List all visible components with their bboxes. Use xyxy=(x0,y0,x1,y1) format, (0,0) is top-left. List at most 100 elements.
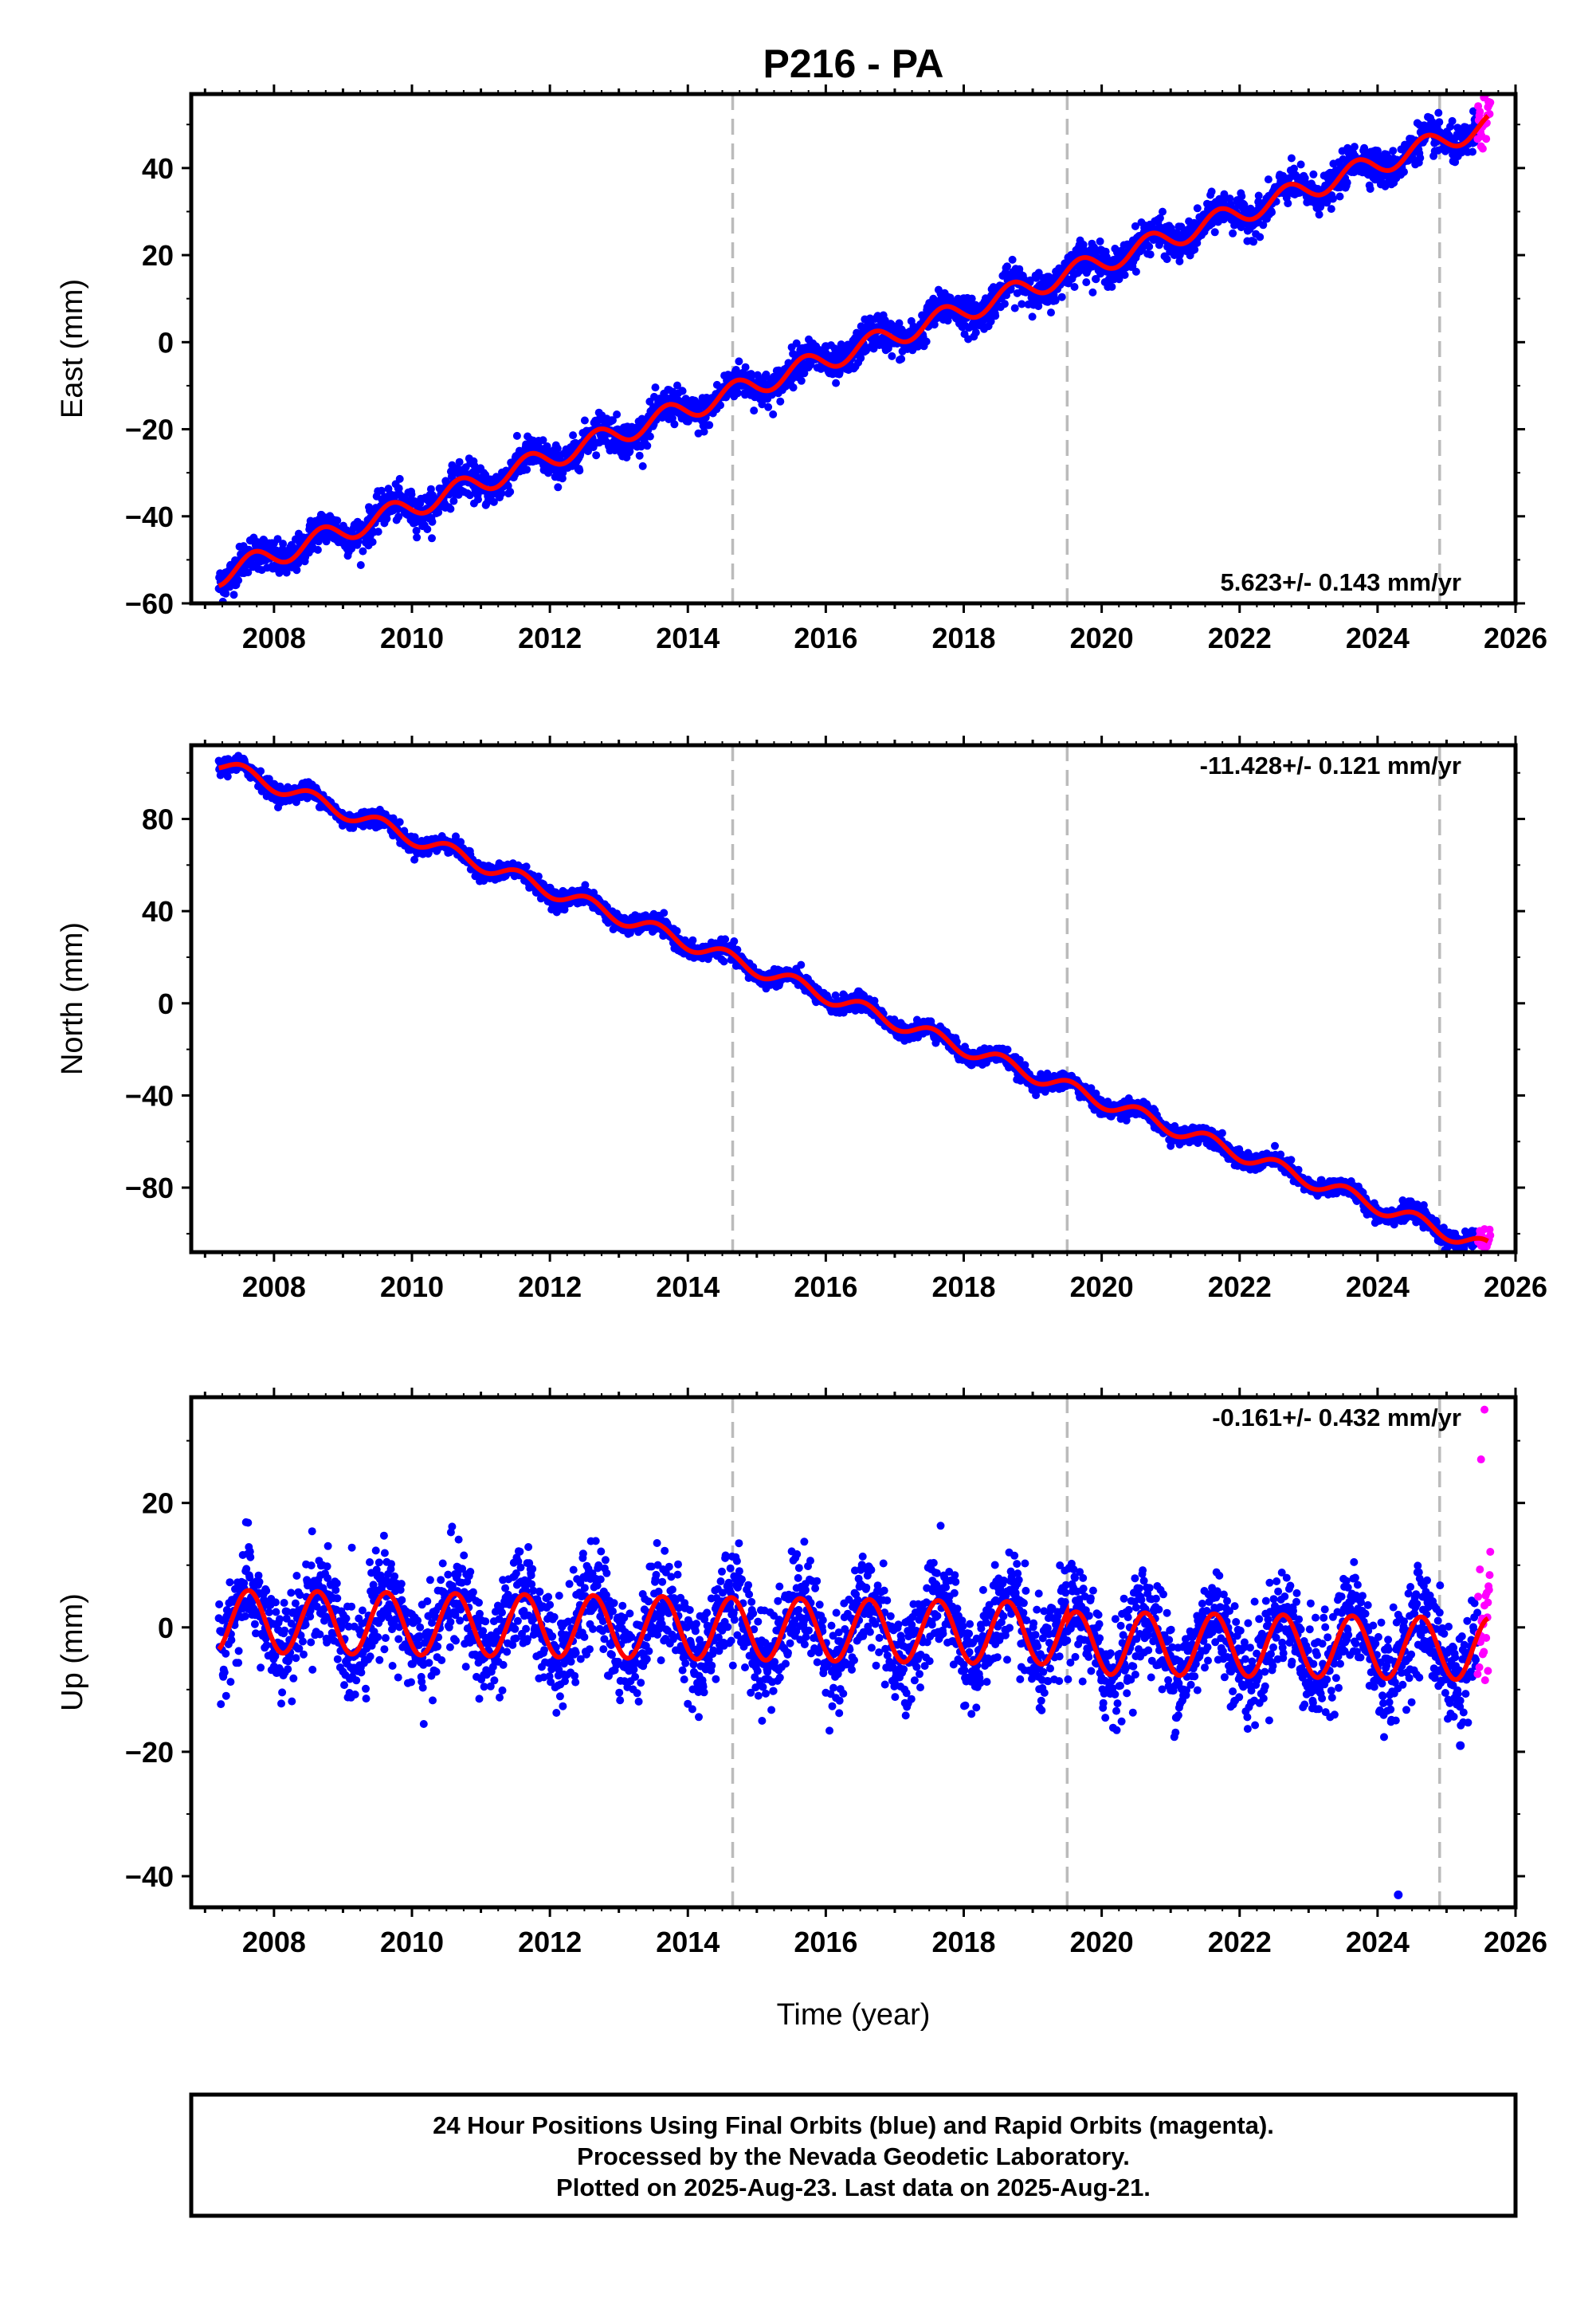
final-orbit-point xyxy=(1155,214,1164,222)
final-orbit-point xyxy=(559,469,567,477)
final-orbit-point xyxy=(1229,229,1237,238)
final-orbit-point xyxy=(750,406,759,415)
final-orbit-point xyxy=(455,457,464,466)
final-orbit-point xyxy=(673,927,681,935)
x-tick-label: 2018 xyxy=(931,622,995,654)
final-orbit-point xyxy=(1175,257,1184,265)
rapid-orbit-point xyxy=(1482,135,1491,143)
final-orbit-point xyxy=(651,383,660,392)
final-orbit-point xyxy=(1034,269,1043,277)
final-orbit-point xyxy=(1287,154,1296,163)
final-orbit-point xyxy=(1092,275,1100,284)
final-orbit-point xyxy=(1193,204,1202,213)
final-orbit-point xyxy=(1469,147,1476,156)
final-orbit-point xyxy=(506,488,515,496)
final-orbit-point xyxy=(412,526,421,535)
final-orbit-point xyxy=(705,421,714,430)
final-orbit-point xyxy=(888,351,896,360)
final-orbit-point xyxy=(721,935,730,944)
final-orbit-point xyxy=(789,383,798,392)
final-orbit-point xyxy=(1350,143,1359,151)
final-orbit-point xyxy=(971,328,980,337)
final-orbit-point xyxy=(747,372,756,380)
x-tick-label: 2012 xyxy=(518,622,582,654)
final-orbit-point xyxy=(394,512,403,521)
final-orbit-point xyxy=(553,444,562,453)
final-orbit-point xyxy=(1034,302,1043,311)
final-orbit-point xyxy=(869,344,878,353)
final-orbit-point xyxy=(446,505,455,513)
x-tick-label: 2008 xyxy=(242,622,306,654)
final-orbit-point xyxy=(244,568,253,577)
final-orbit-point xyxy=(753,371,762,379)
final-orbit-point xyxy=(1284,199,1292,208)
final-orbit-point xyxy=(1360,143,1369,152)
final-orbit-point xyxy=(426,485,435,493)
x-tick-label: 2010 xyxy=(380,622,444,654)
final-orbit-point xyxy=(347,544,356,553)
final-orbit-point xyxy=(792,339,801,348)
final-orbit-point xyxy=(474,495,482,504)
final-orbit-point xyxy=(395,818,404,827)
final-orbit-point xyxy=(1296,160,1305,169)
y-tick-label: −20 xyxy=(125,414,174,446)
final-orbit-point xyxy=(1051,296,1060,305)
y-axis-label: East (mm) xyxy=(56,279,89,418)
final-orbit-point xyxy=(522,862,531,871)
final-orbit-point xyxy=(580,416,589,425)
rapid-orbit-point xyxy=(1476,142,1485,151)
final-orbit-point xyxy=(592,451,601,460)
final-orbit-point xyxy=(294,559,303,567)
final-orbit-point xyxy=(449,497,458,505)
final-orbit-point xyxy=(1264,175,1272,184)
final-orbit-point xyxy=(922,337,931,346)
final-orbit-point xyxy=(735,357,743,366)
final-orbit-point xyxy=(512,431,521,440)
final-orbit-point xyxy=(229,591,238,599)
rate-label: 5.623+/- 0.143 mm/yr xyxy=(1221,568,1461,596)
final-orbit-point xyxy=(1290,164,1298,173)
final-orbit-point xyxy=(1000,300,1009,308)
final-orbit-point xyxy=(1145,242,1154,251)
final-orbit-point xyxy=(407,498,417,508)
model-fit-line xyxy=(218,114,1490,588)
final-orbit-point xyxy=(407,490,416,499)
x-tick-label: 2026 xyxy=(1484,622,1547,654)
final-orbit-point xyxy=(1070,283,1079,291)
final-orbit-point xyxy=(1246,204,1255,213)
final-orbit-point xyxy=(1335,192,1344,201)
final-orbit-point xyxy=(368,538,377,546)
final-orbit-point xyxy=(1315,210,1323,219)
y-tick-label: 0 xyxy=(158,326,174,359)
final-orbit-point xyxy=(1235,198,1245,208)
final-orbit-point xyxy=(1120,271,1129,279)
final-orbit-point xyxy=(700,427,708,436)
x-tick-label: 2024 xyxy=(1346,622,1410,654)
final-orbit-point xyxy=(1108,282,1116,291)
final-orbit-point xyxy=(1469,107,1477,116)
final-orbit-point xyxy=(1249,238,1258,246)
final-orbit-point xyxy=(575,466,584,475)
final-orbit-point xyxy=(1343,179,1351,187)
final-orbit-point xyxy=(1010,304,1019,312)
final-orbit-point xyxy=(1018,300,1026,308)
final-orbit-point xyxy=(554,483,563,492)
final-orbit-point xyxy=(797,960,806,969)
chart-title: P216 - PA xyxy=(763,41,944,86)
final-orbit-point xyxy=(1373,150,1382,159)
y-tick-label: −40 xyxy=(125,501,174,533)
final-orbit-point xyxy=(257,767,265,776)
final-orbit-point xyxy=(857,354,865,363)
final-orbit-point xyxy=(853,328,861,337)
final-orbit-point xyxy=(428,534,436,543)
final-orbit-point xyxy=(716,401,724,410)
final-orbit-point xyxy=(221,568,230,578)
final-orbit-point xyxy=(1366,185,1374,193)
final-orbit-point xyxy=(279,540,288,548)
final-orbit-point xyxy=(1434,108,1443,117)
final-orbit-point xyxy=(1096,237,1104,245)
final-orbit-point xyxy=(832,379,841,387)
final-orbit-point xyxy=(1190,245,1199,254)
final-orbit-point xyxy=(539,436,547,445)
final-orbit-point xyxy=(222,589,230,598)
